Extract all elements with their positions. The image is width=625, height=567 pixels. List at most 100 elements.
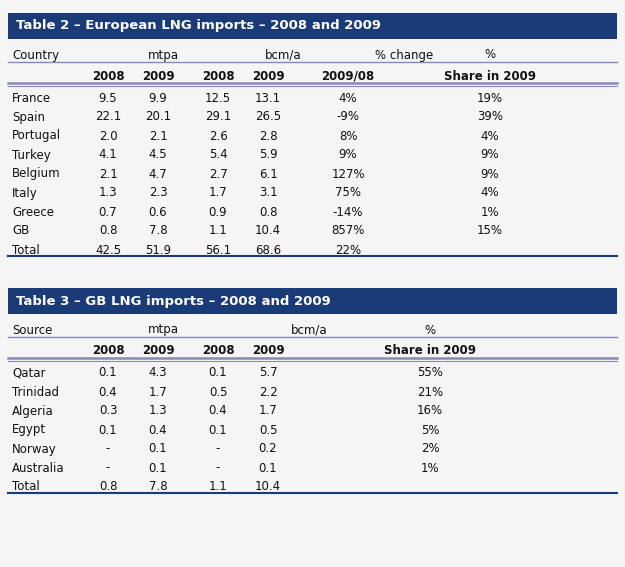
Text: 7.8: 7.8 xyxy=(149,225,168,238)
Text: 2008: 2008 xyxy=(92,70,124,83)
Text: 42.5: 42.5 xyxy=(95,243,121,256)
Text: 0.8: 0.8 xyxy=(99,225,118,238)
Text: 0.4: 0.4 xyxy=(209,404,227,417)
Text: 3.1: 3.1 xyxy=(259,187,278,200)
Text: Greece: Greece xyxy=(12,205,54,218)
Text: 2.1: 2.1 xyxy=(149,129,168,142)
Text: 2%: 2% xyxy=(421,442,439,455)
Text: Total: Total xyxy=(12,480,40,493)
Text: 2009: 2009 xyxy=(142,345,174,358)
Text: Portugal: Portugal xyxy=(12,129,61,142)
Text: 2009: 2009 xyxy=(252,345,284,358)
Text: 68.6: 68.6 xyxy=(255,243,281,256)
Text: Qatar: Qatar xyxy=(12,366,46,379)
Text: Turkey: Turkey xyxy=(12,149,51,162)
Text: Table 2 – European LNG imports – 2008 and 2009: Table 2 – European LNG imports – 2008 an… xyxy=(16,19,381,32)
Text: 2.2: 2.2 xyxy=(259,386,278,399)
Text: 9.5: 9.5 xyxy=(99,91,118,104)
Text: 0.6: 0.6 xyxy=(149,205,168,218)
Text: 8%: 8% xyxy=(339,129,357,142)
Text: 1.3: 1.3 xyxy=(99,187,118,200)
Text: 1%: 1% xyxy=(421,462,439,475)
Text: 5.4: 5.4 xyxy=(209,149,227,162)
Text: 0.9: 0.9 xyxy=(209,205,227,218)
Text: 2008: 2008 xyxy=(202,70,234,83)
Text: 0.8: 0.8 xyxy=(99,480,118,493)
Text: bcm/a: bcm/a xyxy=(291,324,328,336)
Text: Country: Country xyxy=(12,49,59,61)
Text: 2.6: 2.6 xyxy=(209,129,227,142)
Text: Share in 2009: Share in 2009 xyxy=(384,345,476,358)
Bar xyxy=(8,13,617,39)
Text: mtpa: mtpa xyxy=(148,49,179,61)
Text: -: - xyxy=(216,442,220,455)
Text: 4%: 4% xyxy=(481,129,499,142)
Bar xyxy=(8,288,617,314)
Text: 19%: 19% xyxy=(477,91,503,104)
Text: 10.4: 10.4 xyxy=(255,225,281,238)
Text: France: France xyxy=(12,91,51,104)
Text: 22.1: 22.1 xyxy=(95,111,121,124)
Text: 0.3: 0.3 xyxy=(99,404,118,417)
Text: Trinidad: Trinidad xyxy=(12,386,59,399)
Text: 1.1: 1.1 xyxy=(209,225,227,238)
Text: 2008: 2008 xyxy=(202,345,234,358)
Text: -: - xyxy=(106,462,110,475)
Text: %: % xyxy=(424,324,436,336)
Text: -14%: -14% xyxy=(332,205,363,218)
Text: 16%: 16% xyxy=(417,404,443,417)
Text: -: - xyxy=(106,442,110,455)
Text: -: - xyxy=(216,462,220,475)
Text: Italy: Italy xyxy=(12,187,38,200)
Text: 13.1: 13.1 xyxy=(255,91,281,104)
Text: 21%: 21% xyxy=(417,386,443,399)
Text: 15%: 15% xyxy=(477,225,503,238)
Text: 2.7: 2.7 xyxy=(209,167,227,180)
Text: -9%: -9% xyxy=(336,111,359,124)
Text: mtpa: mtpa xyxy=(148,324,179,336)
Text: 0.5: 0.5 xyxy=(209,386,227,399)
Text: Source: Source xyxy=(12,324,52,336)
Text: 4%: 4% xyxy=(481,187,499,200)
Text: 0.1: 0.1 xyxy=(99,424,118,437)
Text: 2009: 2009 xyxy=(142,70,174,83)
Text: 4.1: 4.1 xyxy=(99,149,118,162)
Text: 0.7: 0.7 xyxy=(99,205,118,218)
Text: 26.5: 26.5 xyxy=(255,111,281,124)
Text: 12.5: 12.5 xyxy=(205,91,231,104)
Text: 2009: 2009 xyxy=(252,70,284,83)
Text: 29.1: 29.1 xyxy=(205,111,231,124)
Text: 9.9: 9.9 xyxy=(149,91,168,104)
Text: Australia: Australia xyxy=(12,462,64,475)
Text: 55%: 55% xyxy=(417,366,443,379)
Text: 1.7: 1.7 xyxy=(209,187,227,200)
Text: 2.3: 2.3 xyxy=(149,187,168,200)
Text: 5.7: 5.7 xyxy=(259,366,278,379)
Text: 9%: 9% xyxy=(481,149,499,162)
Text: 0.1: 0.1 xyxy=(209,366,227,379)
Text: 0.1: 0.1 xyxy=(99,366,118,379)
Text: Algeria: Algeria xyxy=(12,404,54,417)
Text: Spain: Spain xyxy=(12,111,45,124)
Text: 39%: 39% xyxy=(477,111,503,124)
Text: Egypt: Egypt xyxy=(12,424,46,437)
Text: 0.1: 0.1 xyxy=(149,462,168,475)
Text: 4.3: 4.3 xyxy=(149,366,168,379)
Text: 1.1: 1.1 xyxy=(209,480,227,493)
Text: 0.4: 0.4 xyxy=(99,386,118,399)
Text: 1.3: 1.3 xyxy=(149,404,168,417)
Text: Table 3 – GB LNG imports – 2008 and 2009: Table 3 – GB LNG imports – 2008 and 2009 xyxy=(16,294,331,307)
Text: 22%: 22% xyxy=(335,243,361,256)
Text: 20.1: 20.1 xyxy=(145,111,171,124)
Text: 0.8: 0.8 xyxy=(259,205,278,218)
Text: 4.7: 4.7 xyxy=(149,167,168,180)
Text: 0.1: 0.1 xyxy=(259,462,278,475)
Text: 4.5: 4.5 xyxy=(149,149,168,162)
Text: GB: GB xyxy=(12,225,29,238)
Text: 10.4: 10.4 xyxy=(255,480,281,493)
Text: 2.1: 2.1 xyxy=(99,167,118,180)
Text: 2.8: 2.8 xyxy=(259,129,278,142)
Text: Total: Total xyxy=(12,243,40,256)
Text: 0.5: 0.5 xyxy=(259,424,278,437)
Text: bcm/a: bcm/a xyxy=(265,49,301,61)
